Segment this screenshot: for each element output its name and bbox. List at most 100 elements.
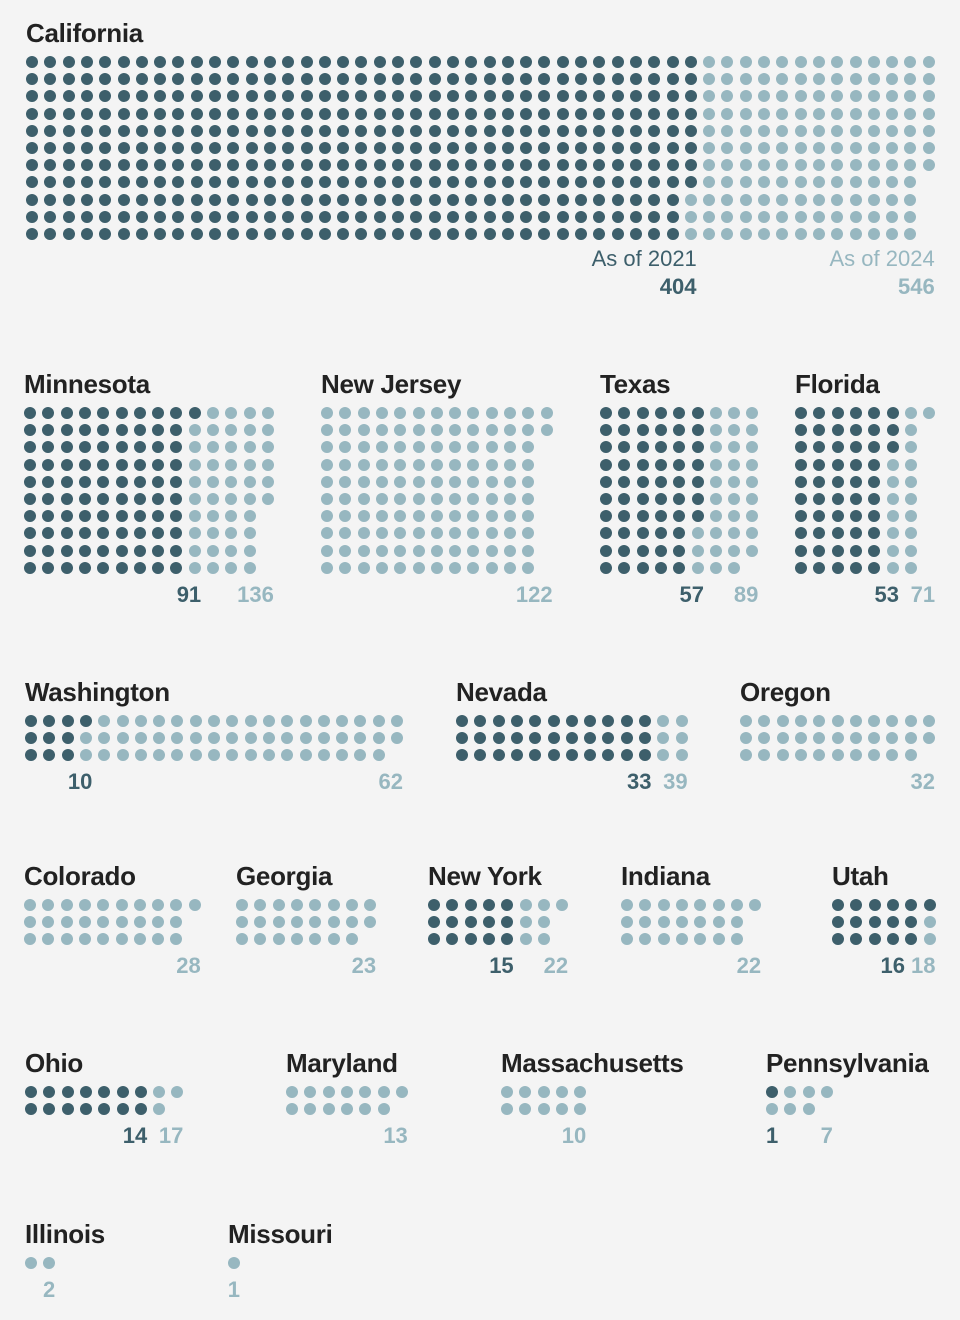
dot-2021 <box>172 124 185 137</box>
dot-2024 <box>207 475 219 488</box>
dot-2021 <box>795 561 807 574</box>
dot-2021 <box>170 544 183 557</box>
dot-2024 <box>375 407 388 419</box>
dot-2024 <box>739 159 752 172</box>
dot-2021 <box>97 475 110 488</box>
dot-2024 <box>430 544 443 557</box>
dot-2024 <box>691 544 704 557</box>
dot-2021 <box>648 107 661 120</box>
dot-2021 <box>97 441 110 454</box>
dot-2021 <box>868 424 881 437</box>
dot-2021 <box>97 424 110 437</box>
dot-2021 <box>282 176 295 189</box>
dot-2024 <box>849 228 862 240</box>
dot-2021 <box>172 176 185 189</box>
dot-grid <box>286 1086 408 1116</box>
dot-2021 <box>556 176 569 189</box>
dot-2024 <box>467 493 480 505</box>
dot-2021 <box>392 107 404 120</box>
dot-2024 <box>485 458 498 471</box>
dot-2021 <box>492 749 505 762</box>
dot-2024 <box>784 1086 797 1098</box>
dot-grid <box>621 899 762 946</box>
dot-2021 <box>373 56 386 68</box>
dot-2021 <box>117 228 130 240</box>
dot-2021 <box>60 407 73 419</box>
dot-2021 <box>556 210 569 223</box>
dot-2021 <box>115 561 128 574</box>
dot-2024 <box>794 159 807 172</box>
dot-2021 <box>98 1086 111 1098</box>
dot-2021 <box>245 142 258 154</box>
dot-2021 <box>227 124 240 137</box>
dot-2024 <box>340 1103 353 1116</box>
dot-2021 <box>410 56 423 68</box>
dot-2021 <box>428 73 441 86</box>
dot-2024 <box>639 899 652 911</box>
dot-2024 <box>758 107 770 120</box>
dot-2024 <box>504 475 516 488</box>
dot-2021 <box>600 544 612 557</box>
dot-2021 <box>465 228 478 240</box>
dot-2021 <box>99 159 112 172</box>
dot-2021 <box>99 210 112 223</box>
state-title: Illinois <box>25 1219 105 1249</box>
dot-2024 <box>684 228 697 240</box>
dot-2021 <box>483 90 496 103</box>
dot-2021 <box>483 176 496 189</box>
dot-2024 <box>170 933 183 946</box>
dot-2021 <box>99 56 112 68</box>
dot-2021 <box>410 228 423 240</box>
dot-2021 <box>482 916 495 929</box>
dot-2021 <box>172 56 185 68</box>
dot-2021 <box>97 493 110 505</box>
dot-2024 <box>262 749 275 762</box>
value-labels: 13 <box>286 1124 407 1154</box>
dot-2021 <box>474 715 487 727</box>
dot-2024 <box>691 561 704 574</box>
dot-2021 <box>26 73 38 86</box>
dot-2024 <box>739 210 752 223</box>
dot-2024 <box>357 441 370 454</box>
value-labels: 1 <box>228 1278 240 1308</box>
dot-2024 <box>522 441 535 454</box>
dot-2024 <box>430 407 443 419</box>
dot-grid <box>25 715 403 762</box>
dot-2021 <box>117 90 130 103</box>
dot-2021 <box>209 193 221 206</box>
dot-2021 <box>135 159 148 172</box>
dot-2024 <box>115 916 128 929</box>
dot-2021 <box>654 458 667 471</box>
dot-2021 <box>227 228 240 240</box>
dot-2024 <box>208 732 220 745</box>
dot-2021 <box>629 107 642 120</box>
dot-2021 <box>428 56 441 68</box>
dot-2021 <box>629 73 642 86</box>
dot-2021 <box>152 561 165 574</box>
dot-2021 <box>78 527 91 540</box>
dot-2024 <box>153 749 166 762</box>
dot-2021 <box>483 73 496 86</box>
dot-2024 <box>504 544 516 557</box>
dot-2024 <box>236 916 248 929</box>
dot-2021 <box>636 561 649 574</box>
dot-2021 <box>446 933 459 946</box>
dot-2021 <box>648 90 661 103</box>
dot-2021 <box>538 56 551 68</box>
dot-2021 <box>831 424 844 437</box>
dot-2024 <box>357 424 370 437</box>
dot-2021 <box>831 458 844 471</box>
dot-grid <box>600 407 759 574</box>
dot-2024 <box>867 159 880 172</box>
value-2024: 546 <box>897 274 935 299</box>
dot-2024 <box>867 210 880 223</box>
dot-2024 <box>812 124 825 137</box>
dot-2021 <box>392 193 404 206</box>
dot-2021 <box>795 458 807 471</box>
dot-2021 <box>620 732 633 745</box>
dot-2024 <box>758 90 770 103</box>
dot-2021 <box>654 527 667 540</box>
dot-2024 <box>116 715 129 727</box>
dot-2024 <box>886 715 899 727</box>
dot-2021 <box>600 407 612 419</box>
